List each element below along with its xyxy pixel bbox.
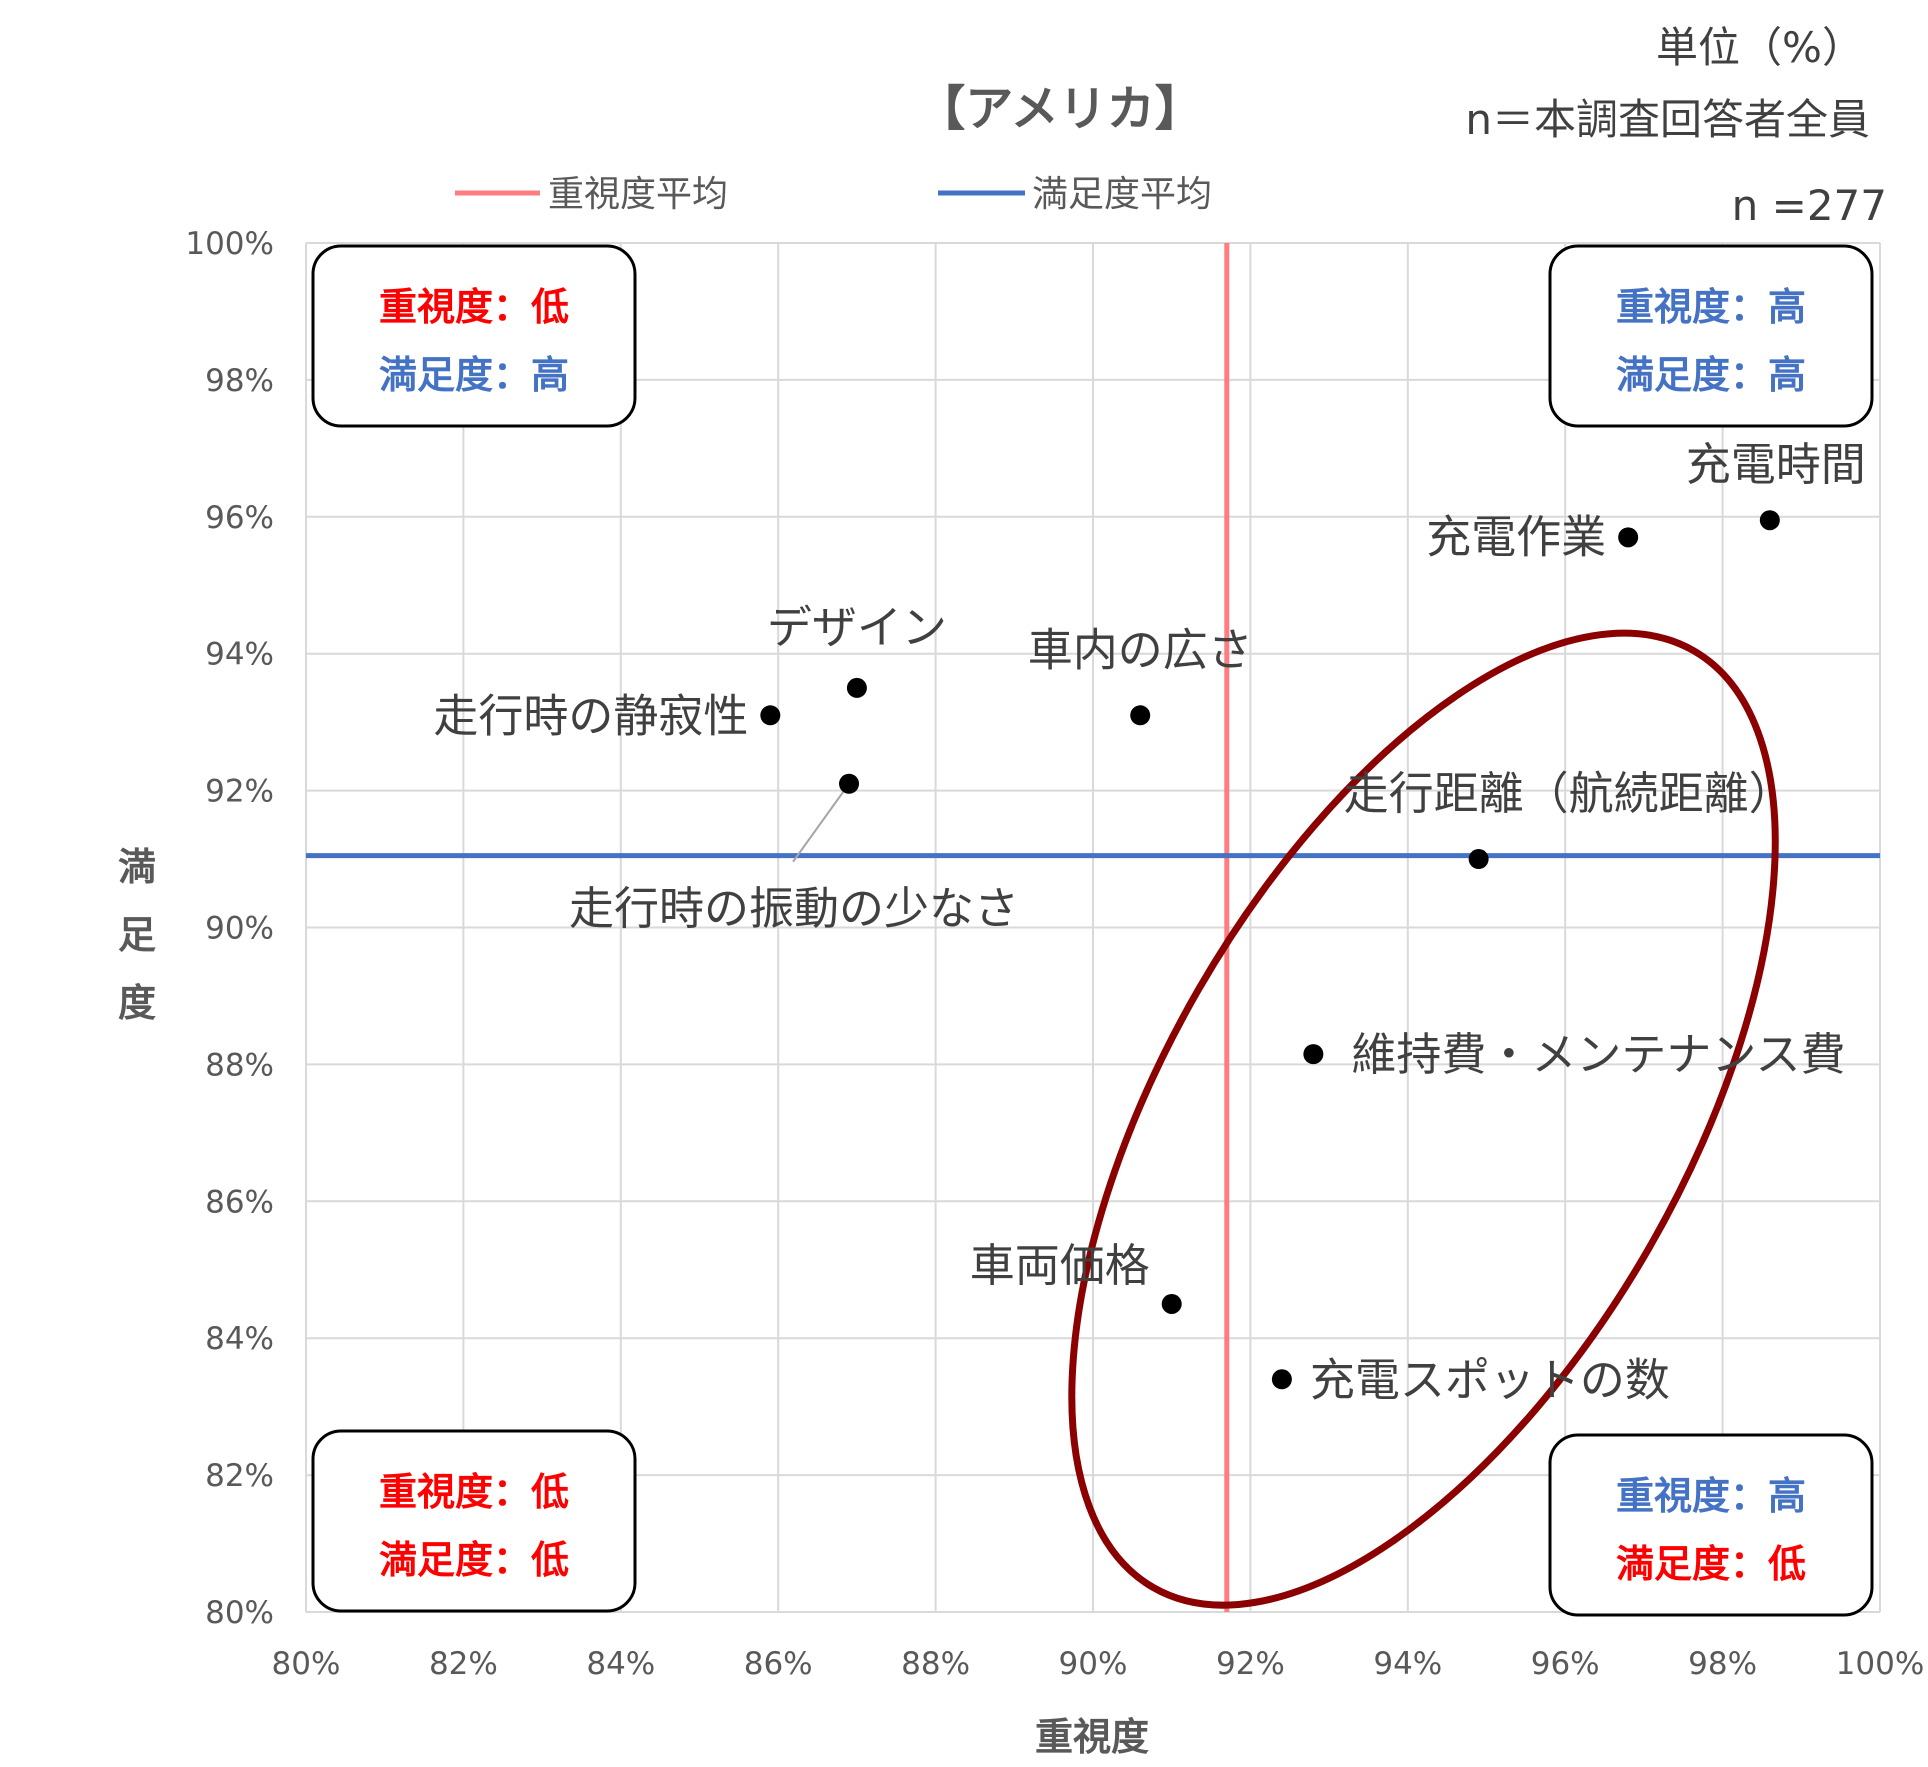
data-point	[1303, 1044, 1324, 1065]
legend-label-satisfaction: 満足度平均	[1032, 174, 1212, 215]
x-tick-label: 98%	[1688, 1646, 1757, 1682]
data-point	[1468, 849, 1489, 870]
svg-text:度: 度	[118, 981, 156, 1025]
quadrant-line1: 重視度：高	[1616, 1474, 1806, 1518]
data-point	[1759, 510, 1780, 531]
y-axis-title: 満 足 度	[118, 845, 156, 1025]
y-tick-label: 82%	[205, 1458, 274, 1494]
data-point	[846, 677, 867, 698]
data-label: 走行時の振動の少なさ	[569, 882, 1019, 935]
x-axis-title: 重視度	[1035, 1715, 1149, 1759]
y-tick-label: 86%	[205, 1184, 274, 1220]
data-point	[1618, 527, 1639, 548]
x-tick-label: 84%	[586, 1646, 655, 1682]
legend-label-importance: 重視度平均	[548, 174, 728, 215]
y-tick-label: 100%	[185, 226, 274, 262]
quadrant-frame	[1548, 244, 1874, 428]
y-tick-label: 92%	[205, 774, 274, 810]
chart-title: 【アメリカ】	[917, 81, 1203, 137]
quadrant-line2: 満足度：高	[379, 353, 569, 397]
data-point	[1130, 705, 1151, 726]
quadrant-line2: 満足度：低	[1616, 1542, 1806, 1586]
data-point-group: 走行距離（航続距離）	[1344, 767, 1794, 870]
quadrant-frame	[311, 1429, 637, 1613]
data-label: デザイン	[767, 601, 947, 654]
data-point-group: 車内の広さ	[1028, 623, 1253, 726]
y-tick-label: 80%	[205, 1595, 274, 1631]
data-point-group: 充電時間	[1686, 438, 1866, 531]
data-point	[760, 705, 781, 726]
unit-note: 単位（%）	[1656, 23, 1864, 72]
y-tick-label: 88%	[205, 1047, 274, 1083]
x-tick-label: 86%	[744, 1646, 813, 1682]
grid-lines	[305, 242, 1881, 1613]
y-tick-label: 90%	[205, 911, 274, 947]
data-label: 維持費・メンテナンス費	[1351, 1028, 1845, 1081]
x-tick-label: 82%	[429, 1646, 498, 1682]
y-tick-label: 94%	[205, 637, 274, 673]
data-point-group: 充電スポットの数	[1271, 1353, 1670, 1406]
quadrant-line2: 満足度：高	[1616, 353, 1806, 397]
x-tick-label: 92%	[1216, 1646, 1285, 1682]
data-point-group: 車両価格	[970, 1239, 1182, 1314]
quadrant-line1: 重視度：高	[1616, 285, 1806, 329]
svg-text:足: 足	[118, 913, 156, 957]
data-label: 充電スポットの数	[1310, 1353, 1670, 1406]
x-tick-label: 88%	[901, 1646, 970, 1682]
leader-line	[792, 783, 850, 863]
data-point	[1271, 1369, 1292, 1390]
x-tick-label: 80%	[272, 1646, 341, 1682]
data-point-group: デザイン	[767, 601, 947, 698]
y-tick-label: 98%	[205, 363, 274, 399]
sample-size: n =277	[1732, 181, 1887, 230]
respondents-note: n＝本調査回答者全員	[1465, 95, 1870, 144]
data-label: 車内の広さ	[1028, 623, 1253, 676]
highlight-ellipse	[1068, 629, 1779, 1609]
x-tick-label: 94%	[1373, 1646, 1442, 1682]
axis-ticks: 80% 82% 84% 86% 88% 90% 92% 94% 96% 98% 100% 100% 98…	[185, 226, 1924, 1682]
data-label: 車両価格	[970, 1239, 1150, 1292]
y-tick-label: 96%	[205, 500, 274, 536]
quadrant-frame	[311, 244, 637, 428]
svg-text:満: 満	[118, 845, 156, 889]
data-label: 走行時の静寂性	[433, 689, 748, 742]
quadrant-line1: 重視度：低	[379, 285, 569, 329]
data-point-group: 走行時の振動の少なさ	[569, 773, 1019, 935]
data-label: 充電時間	[1686, 438, 1866, 491]
data-point	[1161, 1293, 1182, 1314]
data-label: 走行距離（航続距離）	[1344, 767, 1794, 820]
quadrant-line2: 満足度：低	[379, 1538, 569, 1582]
x-tick-label: 100%	[1836, 1646, 1925, 1682]
average-lines	[306, 243, 1880, 1612]
data-point	[839, 773, 860, 794]
data-label: 充電作業	[1426, 510, 1606, 563]
quadrant-line1: 重視度：低	[379, 1470, 569, 1514]
x-tick-label: 90%	[1059, 1646, 1128, 1682]
data-point-group: 走行時の静寂性	[433, 689, 781, 742]
x-tick-label: 96%	[1531, 1646, 1600, 1682]
y-tick-label: 84%	[205, 1321, 274, 1357]
data-point-group: 維持費・メンテナンス費	[1303, 1028, 1845, 1081]
data-point-group: 充電作業	[1426, 510, 1639, 563]
highlight-ellipse-layer	[1068, 629, 1779, 1609]
quadrant-frame	[1548, 1433, 1874, 1617]
legend: 重視度平均 満足度平均	[455, 174, 1212, 215]
